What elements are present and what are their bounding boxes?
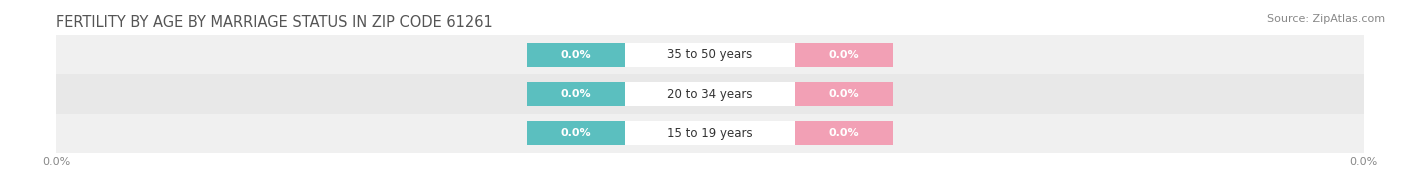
Text: FERTILITY BY AGE BY MARRIAGE STATUS IN ZIP CODE 61261: FERTILITY BY AGE BY MARRIAGE STATUS IN Z… xyxy=(56,15,494,30)
Bar xyxy=(527,121,626,145)
Text: Source: ZipAtlas.com: Source: ZipAtlas.com xyxy=(1267,14,1385,24)
Text: 20 to 34 years: 20 to 34 years xyxy=(668,88,752,101)
Text: 0.0%: 0.0% xyxy=(561,128,592,138)
Bar xyxy=(527,43,893,67)
Text: 35 to 50 years: 35 to 50 years xyxy=(668,48,752,61)
Bar xyxy=(527,82,626,106)
Text: 0.0%: 0.0% xyxy=(828,50,859,60)
Bar xyxy=(56,74,1364,114)
Bar xyxy=(56,114,1364,153)
Text: 0.0%: 0.0% xyxy=(828,128,859,138)
Text: 0.0%: 0.0% xyxy=(561,89,592,99)
Bar xyxy=(527,82,893,106)
Text: 0.0%: 0.0% xyxy=(828,89,859,99)
Bar xyxy=(626,43,794,67)
Bar xyxy=(626,82,794,106)
Bar xyxy=(794,43,893,67)
Bar xyxy=(794,82,893,106)
Text: 15 to 19 years: 15 to 19 years xyxy=(668,127,752,140)
Bar xyxy=(527,121,893,145)
Text: 0.0%: 0.0% xyxy=(561,50,592,60)
Bar xyxy=(626,121,794,145)
Bar xyxy=(794,121,893,145)
Bar xyxy=(527,43,626,67)
Bar xyxy=(56,35,1364,74)
